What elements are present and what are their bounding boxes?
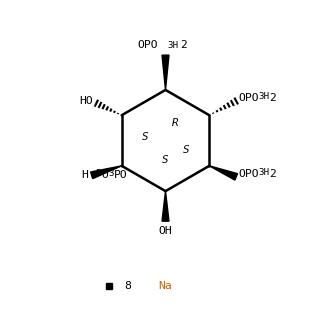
Text: 3H: 3H xyxy=(167,41,178,50)
Text: 3H: 3H xyxy=(258,93,269,101)
Polygon shape xyxy=(209,166,238,180)
Text: OH: OH xyxy=(159,226,172,236)
Text: PO: PO xyxy=(114,170,127,180)
Text: S: S xyxy=(183,145,189,155)
Text: 2: 2 xyxy=(96,169,101,178)
Text: HO: HO xyxy=(79,96,93,106)
Text: OPO: OPO xyxy=(238,169,259,179)
Text: Na: Na xyxy=(159,281,172,291)
Text: S: S xyxy=(142,132,148,142)
Polygon shape xyxy=(91,166,122,179)
Text: 2: 2 xyxy=(269,93,276,103)
Text: OPO: OPO xyxy=(137,41,158,50)
Polygon shape xyxy=(162,55,169,90)
Text: 3H: 3H xyxy=(258,168,269,177)
Text: R: R xyxy=(172,118,178,128)
Text: OPO: OPO xyxy=(238,93,259,103)
Text: 2: 2 xyxy=(269,169,276,179)
Polygon shape xyxy=(162,191,169,221)
Text: S: S xyxy=(162,154,169,165)
Text: 2: 2 xyxy=(180,41,187,50)
Text: 8: 8 xyxy=(124,281,131,291)
Text: 3: 3 xyxy=(108,169,114,178)
Text: O: O xyxy=(101,170,108,180)
Text: H: H xyxy=(82,170,88,180)
